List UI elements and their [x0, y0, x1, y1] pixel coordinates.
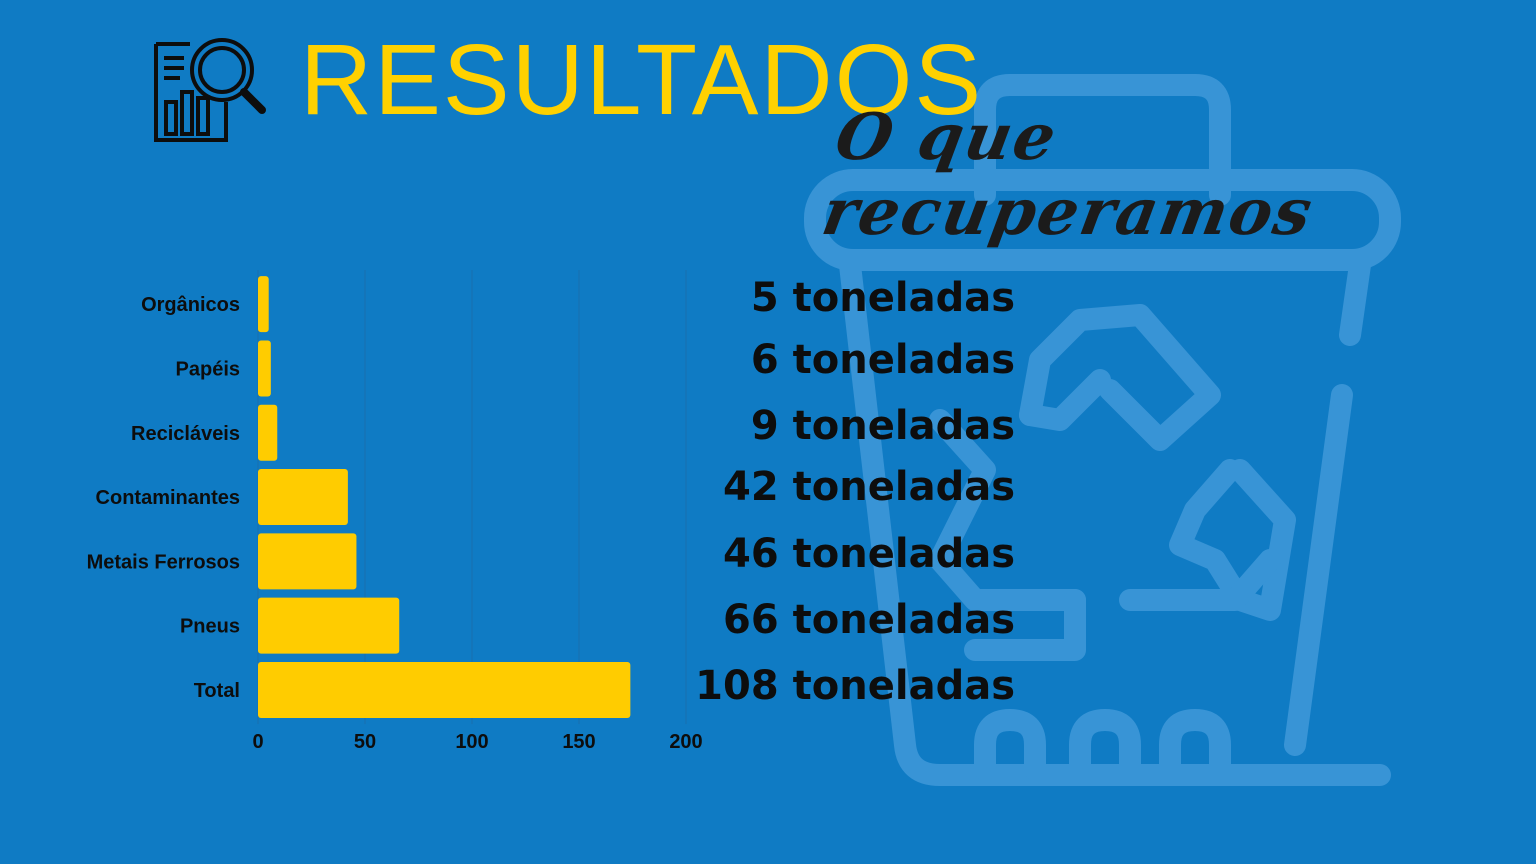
category-label: Orgânicos	[141, 294, 240, 316]
x-tick-label: 50	[354, 731, 376, 753]
bar	[258, 404, 278, 461]
amount-value: 9	[750, 403, 779, 449]
category-label: Total	[194, 680, 240, 702]
amount-value: 5	[750, 275, 779, 321]
bar	[258, 469, 348, 526]
category-label: Papéis	[176, 358, 240, 380]
amount-value: 108	[695, 663, 779, 709]
bar	[258, 661, 631, 718]
category-label: Contaminantes	[96, 487, 240, 509]
page-title: RESULTADOS	[300, 24, 984, 136]
x-tick-label: 0	[252, 731, 263, 753]
bar	[258, 276, 269, 333]
amount-unit: toneladas	[792, 531, 1015, 577]
amount-value: 6	[750, 337, 779, 383]
amount-unit: toneladas	[792, 337, 1015, 383]
amount-unit: toneladas	[792, 403, 1015, 449]
amount-value: 66	[722, 597, 779, 643]
x-tick-label: 150	[562, 731, 595, 753]
amount-text: 66 toneladas	[0, 600, 1015, 640]
amount-text: 5 toneladas	[0, 278, 1015, 318]
category-label: Pneus	[180, 616, 240, 638]
amount-unit: toneladas	[792, 663, 1015, 709]
amount-text: 42 toneladas	[0, 467, 1015, 507]
bar	[258, 533, 357, 590]
amount-text: 9 toneladas	[0, 406, 1015, 446]
bar	[258, 340, 271, 397]
amount-unit: toneladas	[792, 597, 1015, 643]
amount-unit: toneladas	[792, 275, 1015, 321]
amount-text: 108 toneladas	[0, 666, 1015, 706]
amount-unit: toneladas	[792, 464, 1015, 510]
report-magnifier-icon	[154, 38, 266, 142]
x-tick-label: 200	[669, 731, 702, 753]
amount-text: 46 toneladas	[0, 534, 1015, 574]
category-label: Metais Ferrosos	[87, 551, 240, 573]
category-label: Recicláveis	[131, 423, 240, 445]
amount-value: 46	[722, 531, 779, 577]
bar	[258, 597, 400, 654]
x-tick-label: 100	[455, 731, 488, 753]
amount-text: 6 toneladas	[0, 340, 1015, 380]
amount-value: 42	[722, 464, 779, 510]
